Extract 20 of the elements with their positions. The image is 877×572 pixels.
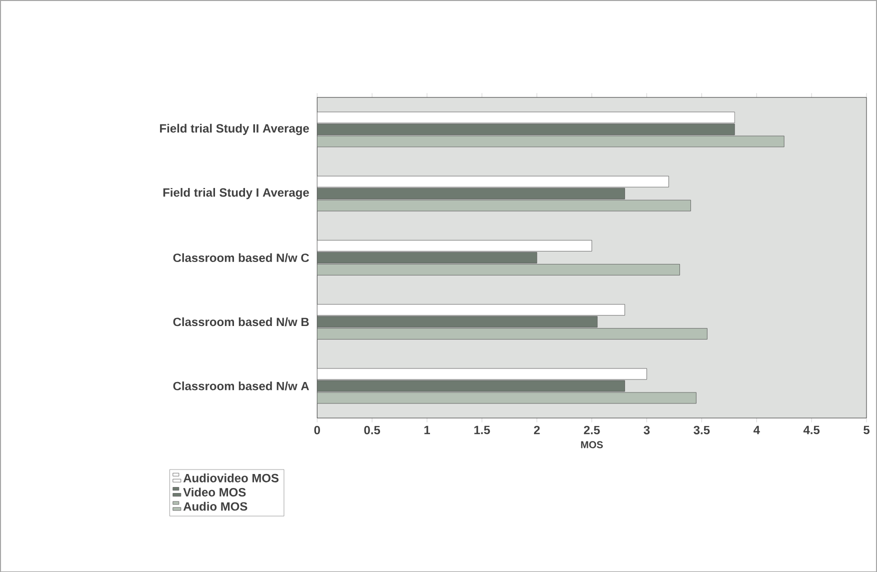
y-tick-label: Field trial Study I Average [163, 188, 309, 200]
x-tick-label: 4 [753, 426, 760, 434]
x-tick-label: 1 [424, 426, 430, 434]
x-tick-label: 0 [314, 426, 320, 434]
x-tick-label: 0.5 [364, 426, 380, 434]
legend-label: Video MOS [183, 488, 246, 496]
x-tick-label: 5 [864, 426, 870, 434]
x-tick-label: 3 [644, 426, 650, 434]
x-tick-label: 4.5 [803, 426, 820, 434]
legend-label: Audiovideo MOS [183, 473, 279, 482]
legend-label: Audio MOS [183, 502, 248, 511]
y-tick-label: Classroom based N/w C [173, 253, 310, 262]
y-tick-label: Classroom based N/w B [173, 317, 309, 326]
y-tick-label: Field trial Study II Average [160, 124, 309, 135]
y-tick-label: Classroom based N/w A [173, 381, 310, 390]
x-tick-label: 1.5 [474, 426, 490, 434]
x-tick-label: 3.5 [694, 426, 710, 434]
x-tick-label: 2 [534, 426, 540, 434]
x-tick-label: 2.5 [584, 426, 600, 434]
x-axis-title: MOS [581, 441, 603, 448]
